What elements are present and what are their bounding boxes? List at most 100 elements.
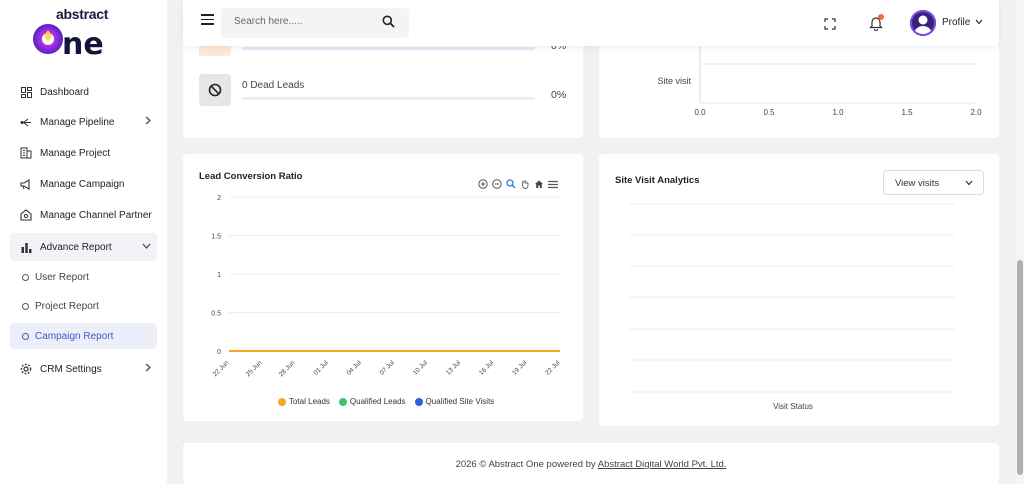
search-box <box>221 8 409 38</box>
x-tick-label: 07 Jul <box>379 359 397 377</box>
page-scrollbar[interactable] <box>1016 0 1024 484</box>
chevron-right-icon <box>145 363 151 375</box>
zoom-in-icon[interactable] <box>477 178 489 190</box>
sidebar-subitem-label: User Report <box>35 271 89 283</box>
sidebar-item-label: Advance Report <box>40 241 112 253</box>
svg-text:ne: ne <box>62 27 104 60</box>
y-tick-label: 1.5 <box>211 234 221 241</box>
sidebar-item-label: Manage Channel Partner <box>40 209 152 221</box>
x-tick-label: 25 Jun <box>245 359 264 378</box>
y-tick-label: 0.5 <box>211 311 221 318</box>
y-category-label: Site visit <box>657 76 691 86</box>
chart-legend: Total Leads Qualified Leads Qualified Si… <box>278 397 494 406</box>
pipeline-icon <box>20 116 32 128</box>
x-axis-label: Visit Status <box>773 402 813 411</box>
sidebar-item-label: Manage Pipeline <box>40 116 115 128</box>
ban-icon <box>208 83 222 97</box>
lead-conversion-card: Lead Conversion Ratio 0 0.5 1 1.5 2 22 Jun 25 … <box>183 154 583 421</box>
sidebar-item-manage-project[interactable]: Manage Project <box>10 139 157 167</box>
lead-progress-bar <box>242 47 535 50</box>
footer-copyright: 2026 © Abstract One powered by <box>455 459 598 470</box>
y-tick-label: 0 <box>217 349 221 356</box>
y-tick-label: 2 <box>217 195 221 202</box>
dashboard-icon <box>20 86 32 98</box>
view-visits-select-value: View visits <box>895 178 940 189</box>
x-tick-label: 22 Jul <box>544 359 562 377</box>
legend-item[interactable]: Total Leads <box>278 397 330 406</box>
sidebar-subitem-label: Project Report <box>35 300 99 312</box>
x-tick-label: 19 Jul <box>511 359 529 377</box>
megaphone-icon <box>20 178 32 190</box>
x-tick-label: 13 Jul <box>445 359 463 377</box>
circle-icon <box>22 273 29 281</box>
legend-item[interactable]: Qualified Site Visits <box>414 397 495 406</box>
sidebar-item-crm-settings[interactable]: CRM Settings <box>10 355 157 383</box>
legend-swatch <box>338 397 347 406</box>
fullscreen-icon[interactable] <box>824 17 836 30</box>
footer: 2026 © Abstract One powered by Abstract … <box>183 443 999 484</box>
hamburger-menu-icon[interactable] <box>201 14 214 25</box>
chart-menu-icon[interactable] <box>547 178 559 190</box>
chevron-right-icon <box>145 116 151 128</box>
footer-text: 2026 © Abstract One powered by Abstract … <box>183 459 999 470</box>
dead-leads-icon-box <box>199 74 231 106</box>
legend-label: Total Leads <box>289 397 330 406</box>
x-tick-label: 22 Jun <box>212 359 231 378</box>
view-visits-select[interactable]: View visits <box>883 170 984 195</box>
partner-icon <box>20 209 32 221</box>
site-visit-analytics-chart: Visit Status <box>629 203 955 411</box>
sidebar-subitem-project-report[interactable]: Project Report <box>10 293 157 319</box>
site-visit-bar-chart: 0.0 0.5 1.0 1.5 2.0 Site visit <box>657 46 982 117</box>
pan-hand-icon[interactable] <box>519 178 531 190</box>
chevron-down-icon <box>142 241 151 252</box>
circle-icon <box>22 302 29 310</box>
notification-bell-icon[interactable] <box>869 14 884 31</box>
sidebar-item-manage-channel-partner[interactable]: Manage Channel Partner <box>10 201 157 229</box>
brand-logo-top: abstract <box>56 6 109 22</box>
chevron-down-icon <box>965 178 973 189</box>
notification-dot <box>878 14 884 20</box>
y-tick-label: 1 <box>217 272 221 279</box>
footer-company-link[interactable]: Abstract Digital World Pvt. Ltd. <box>597 459 727 470</box>
sidebar: abstract ne Dashboard <box>0 0 167 484</box>
x-tick-label: 16 Jul <box>478 359 496 377</box>
lead-conversion-title: Lead Conversion Ratio <box>199 171 303 182</box>
x-tick-label: 04 Jul <box>346 359 364 377</box>
dead-leads-percent: 0% <box>551 89 567 101</box>
x-tick-label: 1.5 <box>901 108 913 117</box>
selection-zoom-icon[interactable] <box>505 178 517 190</box>
x-tick-label: 01 Jul <box>312 359 330 377</box>
sidebar-subitem-user-report[interactable]: User Report <box>10 264 157 290</box>
gear-icon <box>20 363 32 375</box>
chart-toolbar <box>477 178 559 190</box>
site-visit-analytics-card: Site Visit Analytics View visits Visit S… <box>599 154 999 426</box>
dead-leads-label: 0 Dead Leads <box>242 80 305 91</box>
search-input[interactable] <box>234 16 374 27</box>
search-icon[interactable] <box>382 15 395 33</box>
x-tick-label: 0.5 <box>763 108 775 117</box>
sidebar-item-label: Manage Campaign <box>40 178 125 190</box>
sidebar-item-label: CRM Settings <box>40 363 102 375</box>
reset-home-icon[interactable] <box>533 178 545 190</box>
legend-item[interactable]: Qualified Leads <box>338 397 406 406</box>
profile-label: Profile <box>942 17 971 28</box>
sidebar-item-dashboard[interactable]: Dashboard <box>10 78 157 106</box>
x-tick-label: 10 Jul <box>412 359 430 377</box>
sidebar-subitem-campaign-report[interactable]: Campaign Report <box>10 323 157 349</box>
top-header: Profile <box>183 0 999 46</box>
profile-menu[interactable]: Profile <box>942 17 983 28</box>
sidebar-item-manage-campaign[interactable]: Manage Campaign <box>10 170 157 198</box>
sidebar-item-advance-report[interactable]: Advance Report <box>10 233 157 261</box>
sidebar-item-manage-pipeline[interactable]: Manage Pipeline <box>10 108 157 136</box>
circle-icon <box>22 332 29 340</box>
legend-swatch <box>414 397 423 406</box>
legend-label: Qualified Site Visits <box>425 397 495 406</box>
brand-logo[interactable]: abstract ne <box>30 6 140 60</box>
zoom-out-icon[interactable] <box>491 178 503 190</box>
x-tick-label: 2.0 <box>970 108 982 117</box>
sidebar-item-label: Dashboard <box>40 86 89 98</box>
avatar[interactable] <box>910 10 936 36</box>
chevron-down-icon <box>975 19 983 25</box>
dead-leads-progress-bar <box>242 97 535 100</box>
scrollbar-thumb[interactable] <box>1017 260 1023 475</box>
